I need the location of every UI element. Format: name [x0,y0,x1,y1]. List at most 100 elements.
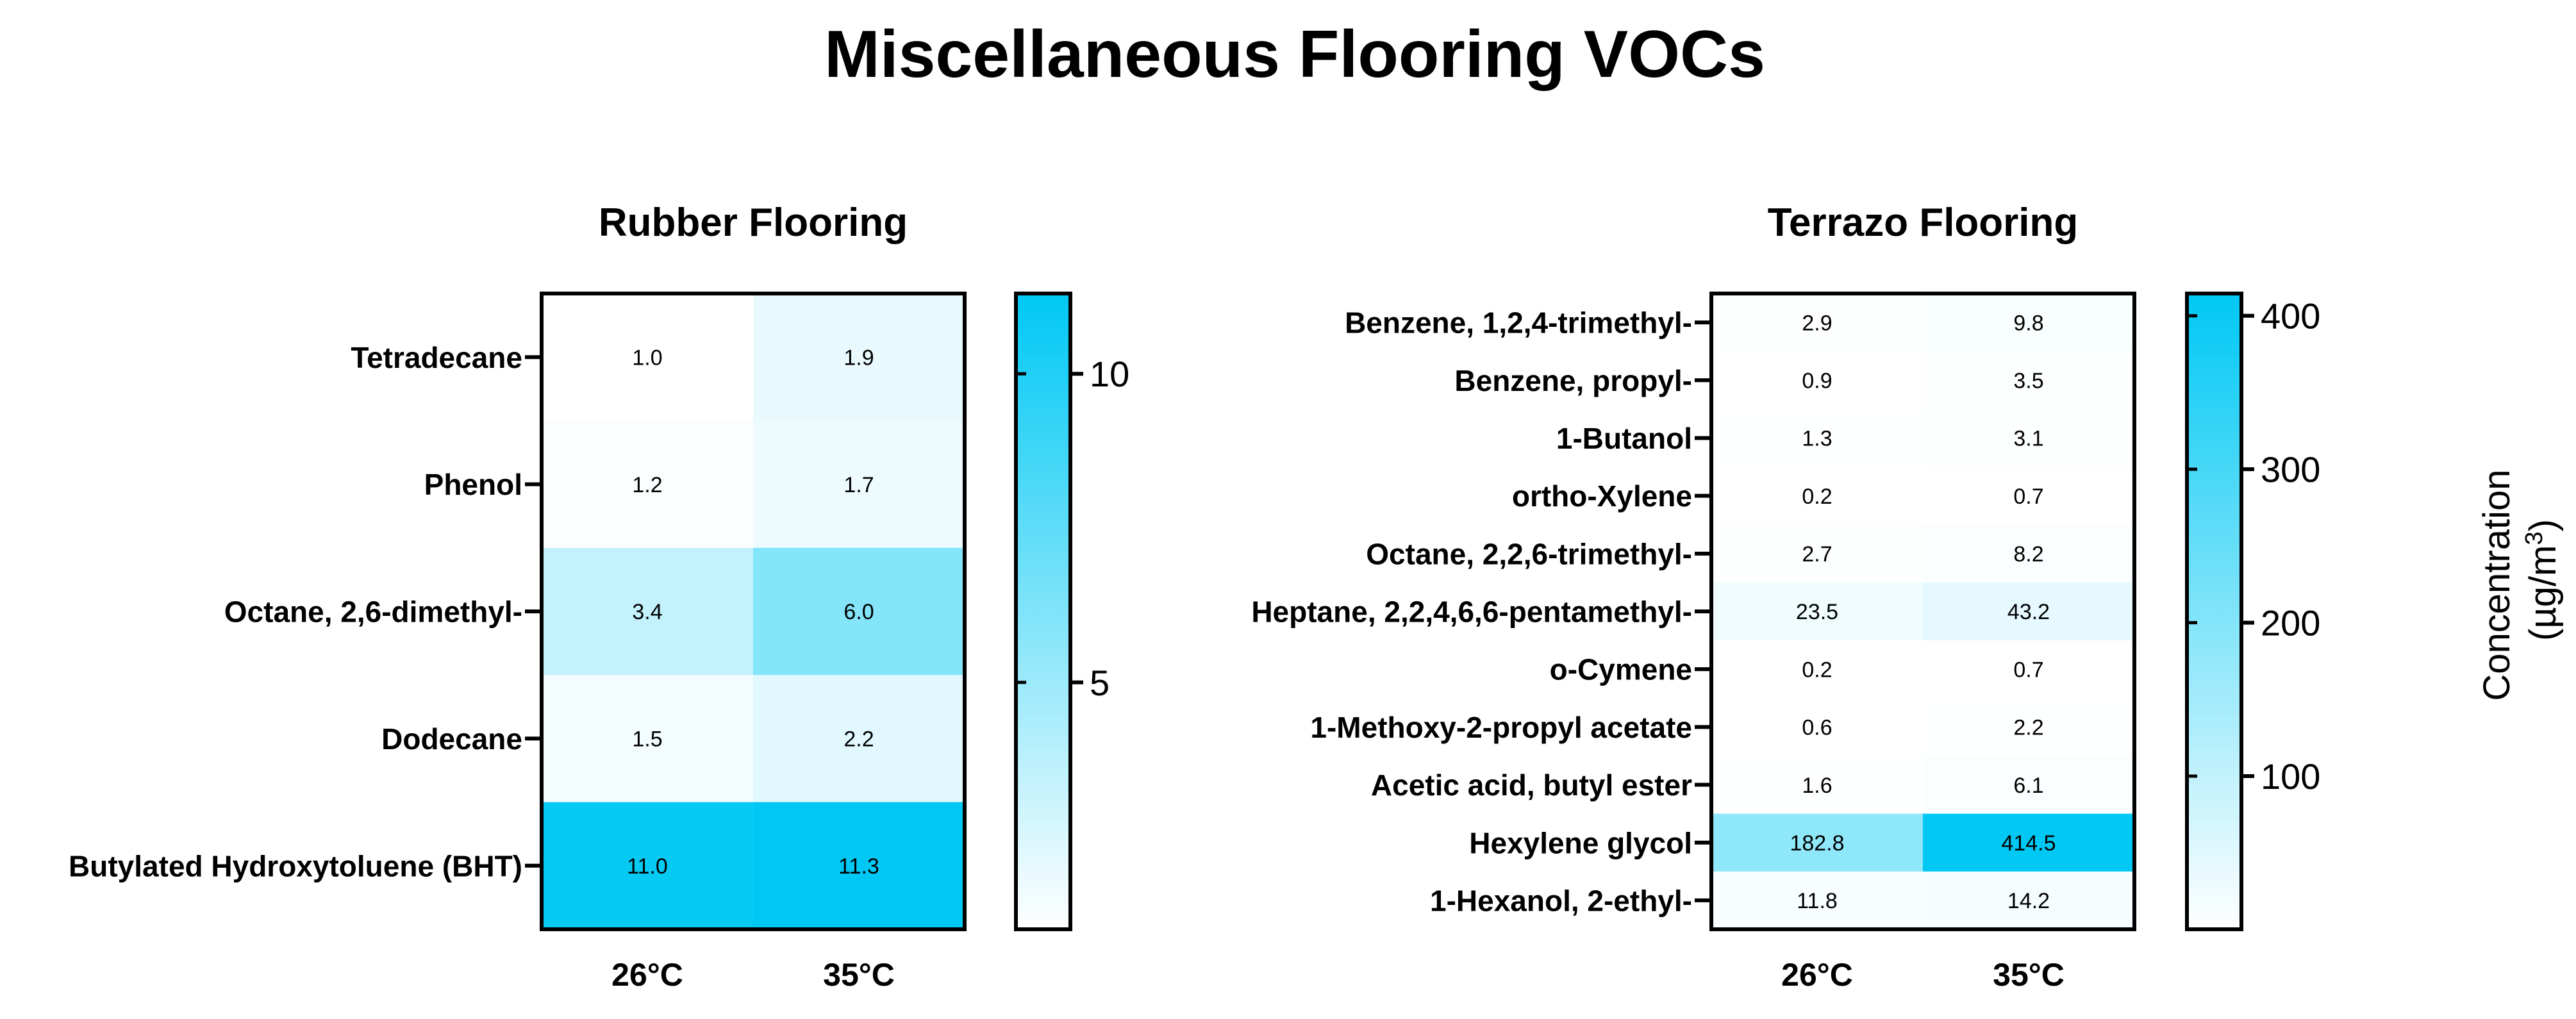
heatmap-cell-benzene-1-2-4-trimethyl-35c [1923,294,2135,352]
heatmap-cell-o-cymene-35c [1923,640,2135,699]
cell-value-label: 6.0 [843,600,874,624]
row-label-acetic-acid-butyl-ester: Acetic acid, butyl ester [1371,768,1692,802]
row-label-o-cymene: o-Cymene [1550,653,1692,686]
row-label-1-butanol: 1-Butanol [1556,422,1692,455]
colorbar-label: Concentration (µg/m3) [2476,459,2564,700]
heatmap-cell-octane-2-6-dimethyl-26c [542,547,754,675]
row-label-dodecane: Dodecane [381,722,522,756]
heatmap-cell-benzene-propyl-35c [1923,351,2135,410]
colorbar-tick-label: 10 [1090,354,1129,394]
cell-value-label: 1.6 [1802,774,1832,798]
cell-value-label: 8.2 [2013,542,2043,567]
heatmap-cell-1-butanol-26c [1711,409,1924,468]
heatmap-cell-hexylene-glycol-35c [1923,813,2135,872]
heatmap-cell-tetradecane-35c [753,294,965,421]
colorbar [1014,292,1072,931]
heatmap-cell-hexylene-glycol-26c [1711,813,1924,872]
cell-value-label: 1.9 [843,345,874,370]
heatmap-cell-octane-2-2-6-trimethyl-26c [1711,524,1924,583]
column-label-26c: 26°C [1781,957,1853,993]
cell-value-label: 1.7 [843,473,874,497]
cell-value-label: 6.1 [2013,774,2043,798]
cell-value-label: 0.2 [1802,658,1832,682]
heatmap-cell-phenol-26c [542,420,754,549]
colorbar-tick-label: 300 [2261,449,2320,490]
column-label-35c: 35°C [1993,957,2065,993]
heatmap-cell-heptane-2-2-4-6-6-pentamethyl-26c [1711,582,1924,641]
row-label-ortho-xylene: ortho-Xylene [1512,479,1692,513]
cell-value-label: 1.2 [632,473,662,497]
cell-value-label: 2.9 [1802,311,1832,335]
cell-value-label: 14.2 [2007,889,2050,913]
colorbar-label-unit-sup: 3 [2521,531,2548,545]
heatmap-cell-octane-2-2-6-trimethyl-35c [1923,524,2135,583]
row-label-phenol: Phenol [424,468,522,501]
column-label-35c: 35°C [823,957,895,993]
colorbar-label-line1: Concentration [2476,470,2518,701]
colorbar-label-unit-prefix: (µg/m [2522,545,2564,641]
cell-value-label: 1.5 [632,727,662,752]
cell-value-label: 9.8 [2013,311,2043,335]
cell-value-label: 0.9 [1802,369,1832,394]
heatmap-cell-dodecane-26c [542,675,754,803]
row-label-tetradecane: Tetradecane [351,341,522,374]
row-label-octane-2-6-dimethyl: Octane, 2,6-dimethyl- [224,595,522,629]
cell-value-label: 11.8 [1797,889,1838,913]
heatmap-cell-ortho-xylene-26c [1711,467,1924,526]
cell-value-label: 11.0 [627,854,668,879]
cell-value-label: 0.7 [2013,485,2043,509]
cell-value-label: 0.2 [1802,485,1832,509]
colorbar-label-unit-suffix: ) [2522,519,2564,531]
cell-value-label: 1.0 [632,345,662,370]
row-label-benzene-propyl: Benzene, propyl- [1454,364,1692,397]
heatmap-cell-heptane-2-2-4-6-6-pentamethyl-35c [1923,582,2135,641]
cell-value-label: 3.5 [2013,369,2043,394]
heatmap-cell-1-hexanol-2-ethyl-35c [1923,871,2135,930]
cell-value-label: 0.6 [1802,716,1832,740]
cell-value-label: 1.3 [1802,427,1832,451]
heatmap-cell-tetradecane-26c [542,294,754,421]
colorbar [2185,292,2243,931]
heatmap-cell-ortho-xylene-35c [1923,467,2135,526]
heatmap-cell-benzene-1-2-4-trimethyl-26c [1711,294,1924,352]
row-label-octane-2-2-6-trimethyl: Octane, 2,2,6-trimethyl- [1366,537,1692,570]
heatmap-terrazo-flooring: Terrazo Flooring 2.9 9.8 0.9 3.5 1.3 3.1 0.2 0.7… [1251,201,2320,993]
column-label-26c: 26°C [611,957,683,993]
cell-value-label: 43.2 [2007,600,2050,624]
row-label-butylated-hydroxytoluene-bht: Butylated Hydroxytoluene (BHT) [69,849,522,882]
heatmap-cell-o-cymene-26c [1711,640,1924,699]
heatmap-cell-octane-2-6-dimethyl-35c [753,547,965,675]
cell-value-label: 182.8 [1790,831,1844,856]
row-label-1-hexanol-2-ethyl: 1-Hexanol, 2-ethyl- [1430,884,1692,917]
cell-value-label: 414.5 [2001,831,2056,856]
colorbar-tick-label: 200 [2261,603,2320,643]
colorbar-label-line2: (µg/m3) [2521,519,2564,641]
cell-value-label: 0.7 [2013,658,2043,682]
colorbar-tick-label: 400 [2261,296,2320,336]
cell-value-label: 23.5 [1796,600,1838,624]
heatmap-cell-butylated-hydroxytoluene-bht-26c [542,802,754,930]
row-label-1-methoxy-2-propyl-acetate: 1-Methoxy-2-propyl acetate [1310,711,1692,744]
row-label-hexylene-glycol: Hexylene glycol [1469,826,1692,859]
panel-title: Terrazo Flooring [1768,201,2079,245]
heatmap-cell-1-methoxy-2-propyl-acetate-35c [1923,698,2135,756]
cell-value-label: 2.2 [843,727,874,752]
cell-value-label: 3.4 [632,600,662,624]
heatmap-cell-butylated-hydroxytoluene-bht-35c [753,802,965,930]
heatmap-cell-1-methoxy-2-propyl-acetate-26c [1711,698,1924,756]
cell-value-label: 2.2 [2013,716,2043,740]
heatmap-rubber-flooring: Rubber Flooring 1.0 1.9 1.2 1.7 3.4 6.0 1.5 2.2 1… [69,201,1129,993]
heatmap-cell-benzene-propyl-26c [1711,351,1924,410]
heatmap-cell-acetic-acid-butyl-ester-26c [1711,756,1924,815]
cell-value-label: 3.1 [2013,427,2043,451]
heatmap-cell-phenol-35c [753,420,965,549]
figure-title: Miscellaneous Flooring VOCs [824,17,1765,92]
cell-value-label: 11.3 [838,854,879,879]
heatmap-cell-acetic-acid-butyl-ester-35c [1923,756,2135,815]
colorbar-tick-label: 5 [1090,663,1109,703]
heatmap-cell-dodecane-35c [753,675,965,803]
cell-value-label: 2.7 [1802,542,1832,567]
heatmap-cell-1-hexanol-2-ethyl-26c [1711,871,1924,930]
row-label-heptane-2-2-4-6-6-pentamethyl: Heptane, 2,2,4,6,6-pentamethyl- [1251,595,1692,629]
